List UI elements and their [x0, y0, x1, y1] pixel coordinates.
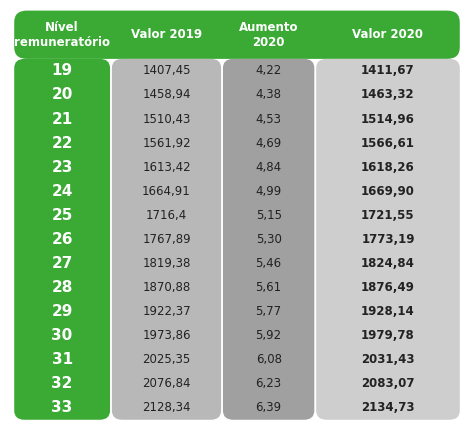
- Text: 1463,32: 1463,32: [361, 89, 415, 101]
- Text: 1613,42: 1613,42: [142, 161, 191, 174]
- Text: 2128,34: 2128,34: [142, 401, 191, 414]
- Text: 2083,07: 2083,07: [361, 377, 415, 390]
- Text: 4,84: 4,84: [255, 161, 282, 174]
- Text: 19: 19: [52, 64, 73, 78]
- Text: 5,15: 5,15: [255, 209, 282, 222]
- Text: 1458,94: 1458,94: [142, 89, 191, 101]
- Text: Nível
remuneratório: Nível remuneratório: [14, 21, 110, 49]
- Text: 1561,92: 1561,92: [142, 137, 191, 150]
- FancyBboxPatch shape: [223, 59, 314, 420]
- Text: 1721,55: 1721,55: [361, 209, 415, 222]
- Text: 2025,35: 2025,35: [142, 353, 191, 366]
- Text: 33: 33: [52, 400, 73, 415]
- Text: 24: 24: [52, 184, 73, 199]
- Text: 1876,49: 1876,49: [361, 281, 415, 294]
- FancyBboxPatch shape: [14, 11, 460, 59]
- Text: 2076,84: 2076,84: [142, 377, 191, 390]
- Text: 1407,45: 1407,45: [142, 64, 191, 78]
- Text: 5,92: 5,92: [255, 329, 282, 342]
- Text: 1819,38: 1819,38: [142, 257, 191, 270]
- Text: 4,69: 4,69: [255, 137, 282, 150]
- Text: 1566,61: 1566,61: [361, 137, 415, 150]
- Text: 27: 27: [52, 256, 73, 271]
- Text: 5,46: 5,46: [255, 257, 282, 270]
- Text: 1669,90: 1669,90: [361, 185, 415, 198]
- Text: 31: 31: [52, 352, 73, 367]
- Text: 32: 32: [52, 376, 73, 391]
- Text: 2134,73: 2134,73: [361, 401, 415, 414]
- Text: 29: 29: [52, 304, 73, 319]
- Text: 1824,84: 1824,84: [361, 257, 415, 270]
- Text: 21: 21: [52, 112, 73, 126]
- Text: 4,38: 4,38: [255, 89, 282, 101]
- Text: 1973,86: 1973,86: [142, 329, 191, 342]
- Text: 1767,89: 1767,89: [142, 233, 191, 246]
- Text: 5,30: 5,30: [255, 233, 282, 246]
- Text: 6,23: 6,23: [255, 377, 282, 390]
- FancyBboxPatch shape: [112, 59, 221, 420]
- Text: 1510,43: 1510,43: [142, 112, 191, 126]
- Text: 6,39: 6,39: [255, 401, 282, 414]
- Text: 1870,88: 1870,88: [142, 281, 191, 294]
- Text: 1514,96: 1514,96: [361, 112, 415, 126]
- Text: 6,08: 6,08: [255, 353, 282, 366]
- Text: 26: 26: [51, 232, 73, 247]
- Text: 22: 22: [51, 136, 73, 151]
- Text: 25: 25: [52, 208, 73, 223]
- Text: 1411,67: 1411,67: [361, 64, 415, 78]
- Text: 4,53: 4,53: [255, 112, 282, 126]
- Text: 1773,19: 1773,19: [361, 233, 415, 246]
- Text: Aumento
2020: Aumento 2020: [239, 21, 299, 49]
- Text: 5,61: 5,61: [255, 281, 282, 294]
- Text: 4,22: 4,22: [255, 64, 282, 78]
- Text: 1716,4: 1716,4: [146, 209, 187, 222]
- Text: 1664,91: 1664,91: [142, 185, 191, 198]
- Text: 1618,26: 1618,26: [361, 161, 415, 174]
- Text: 1979,78: 1979,78: [361, 329, 415, 342]
- Text: 1928,14: 1928,14: [361, 305, 415, 318]
- Text: Valor 2020: Valor 2020: [353, 28, 423, 41]
- Text: Valor 2019: Valor 2019: [131, 28, 202, 41]
- Text: 5,77: 5,77: [255, 305, 282, 318]
- Text: 1922,37: 1922,37: [142, 305, 191, 318]
- Text: 2031,43: 2031,43: [361, 353, 415, 366]
- Text: 28: 28: [52, 280, 73, 295]
- Text: 23: 23: [52, 160, 73, 175]
- Text: 4,99: 4,99: [255, 185, 282, 198]
- FancyBboxPatch shape: [14, 59, 110, 420]
- Text: 20: 20: [52, 87, 73, 103]
- Text: 30: 30: [52, 328, 73, 343]
- FancyBboxPatch shape: [316, 59, 460, 420]
